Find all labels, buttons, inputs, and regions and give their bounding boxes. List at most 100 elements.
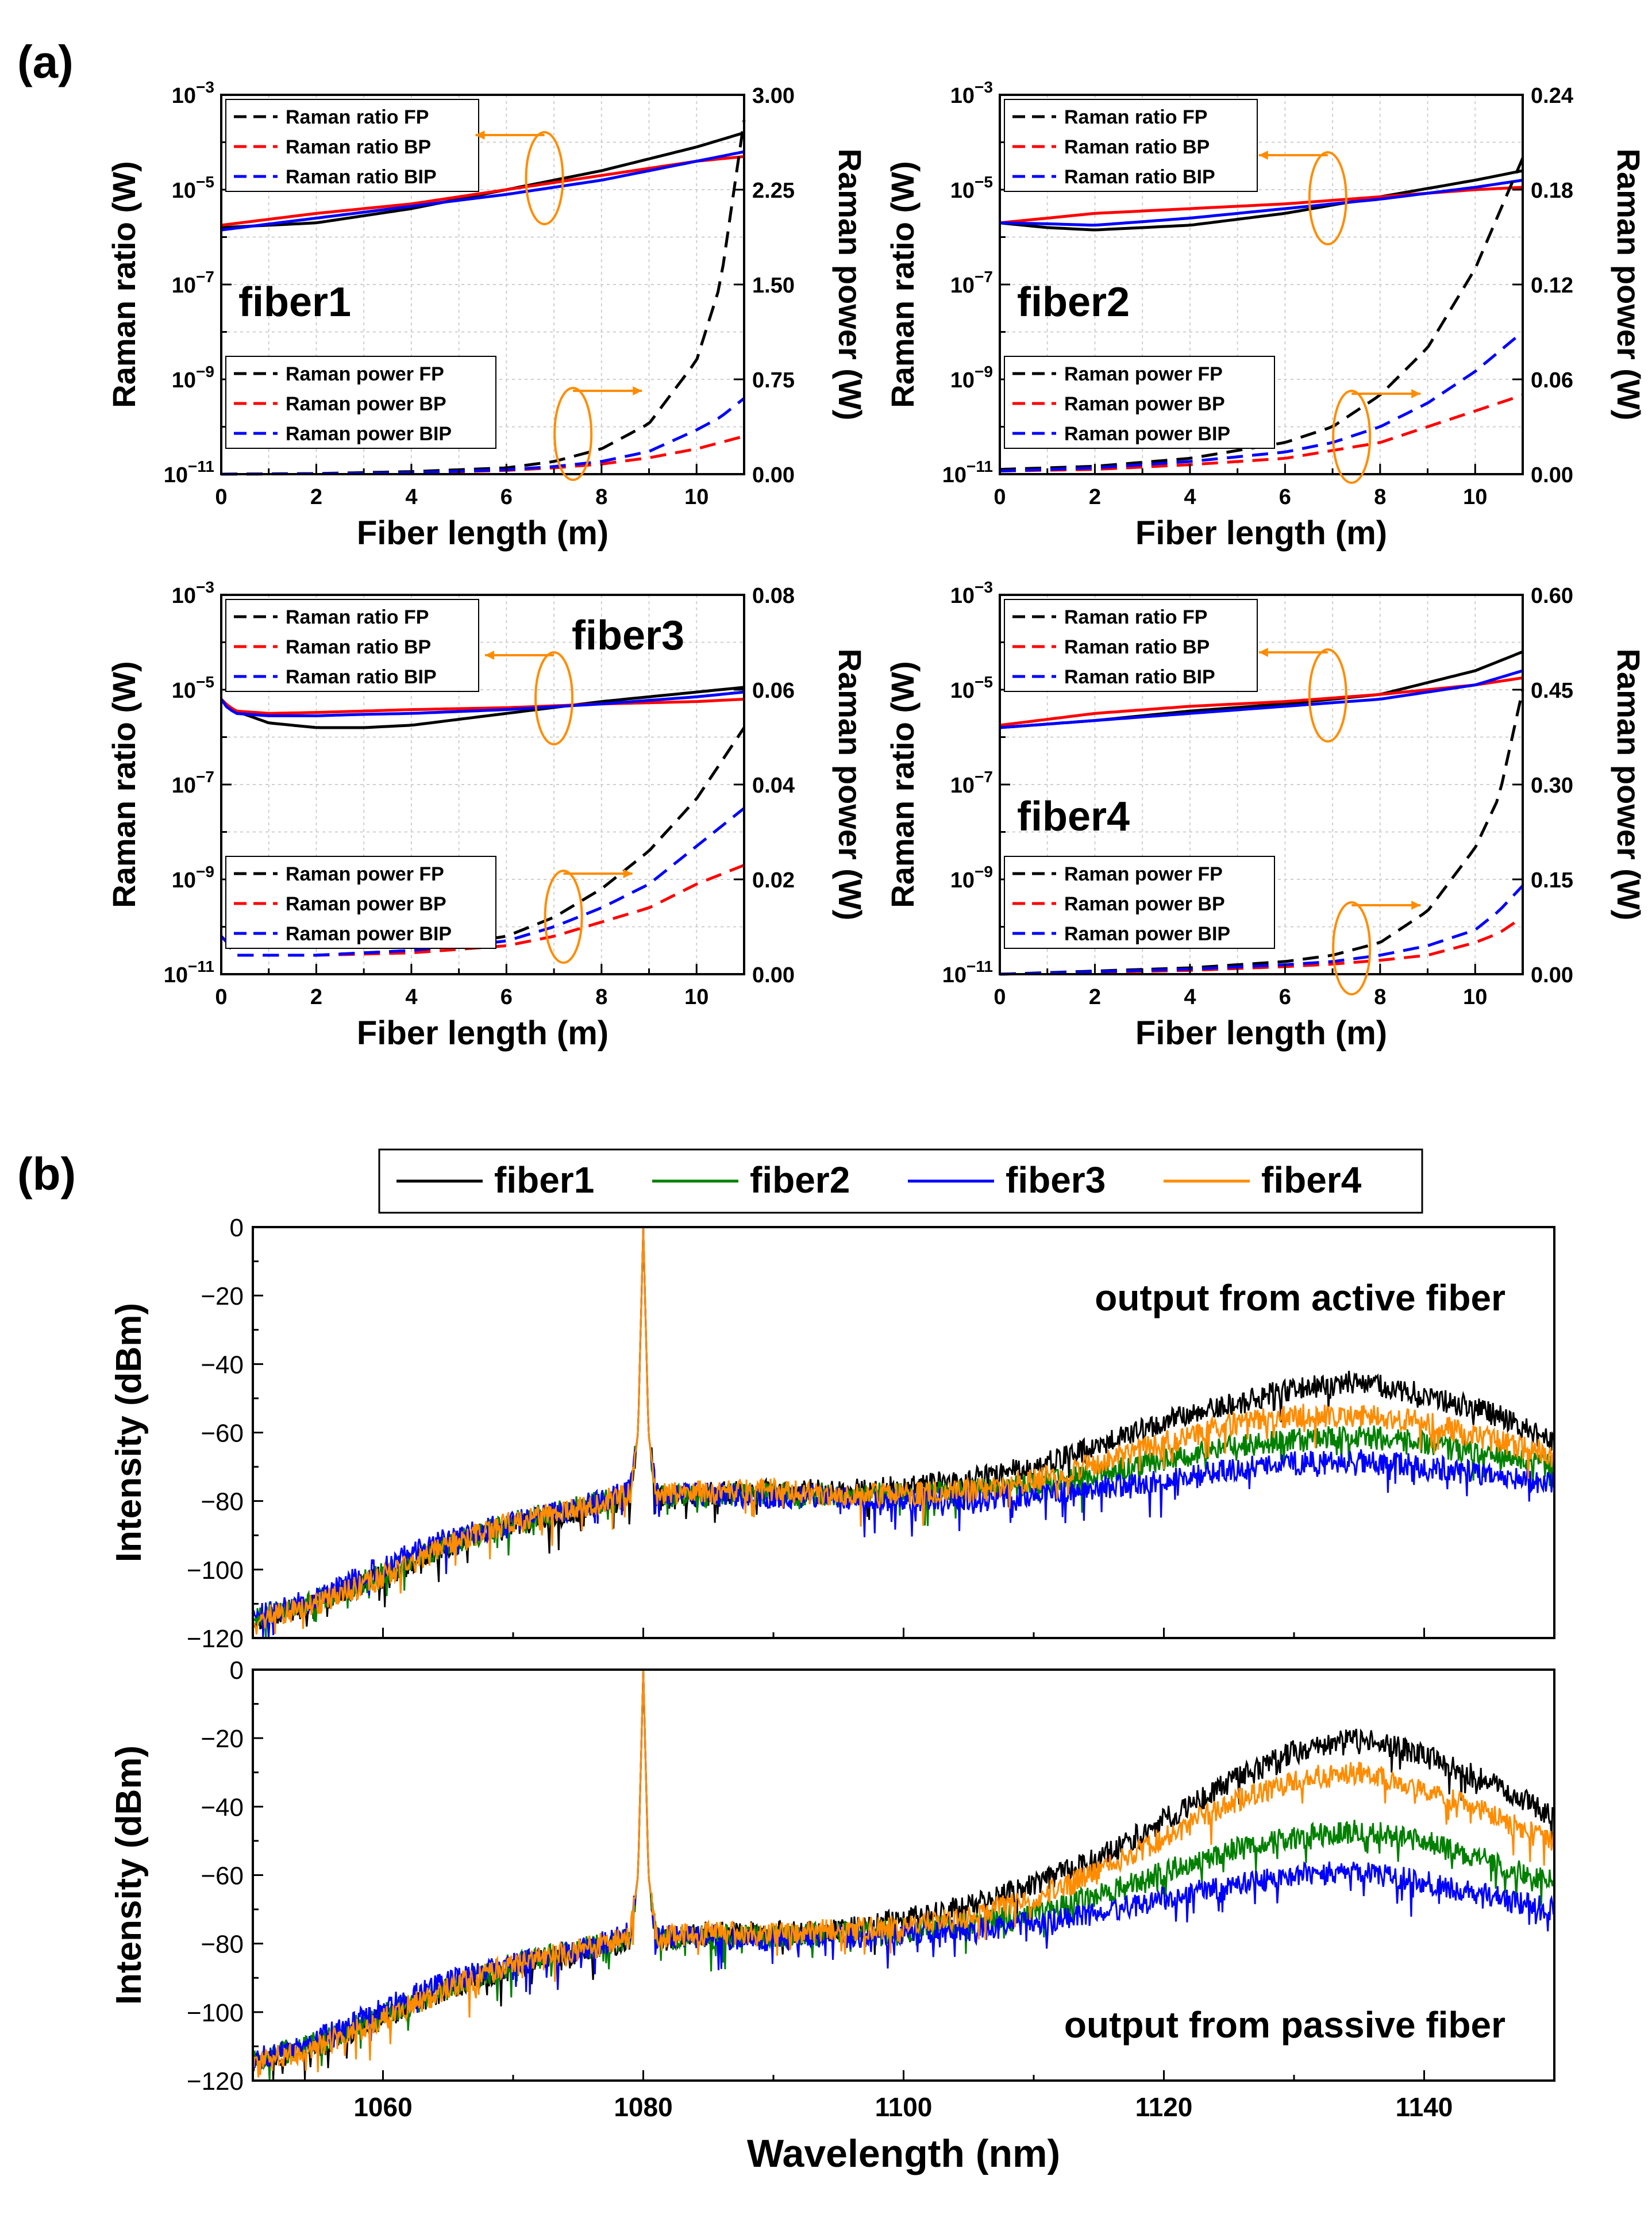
y-right-tick-label: 0.00: [752, 463, 795, 487]
spectra-y-tick-label: 0: [230, 1656, 244, 1685]
annotation-arrowhead: [475, 130, 485, 140]
legend-label: Raman power BIP: [1064, 423, 1230, 445]
legend-box: [225, 356, 496, 449]
legend-label: Raman ratio FP: [1064, 106, 1207, 128]
x-axis-title: Fiber length (m): [357, 1014, 609, 1052]
spectra-y-tick-label: −120: [187, 1625, 244, 1653]
y-right-tick-label: 0.15: [1531, 868, 1573, 893]
annotation-arrowhead: [1258, 151, 1268, 160]
y-right-axis-title: Raman power (W): [832, 149, 868, 421]
x-tick-label: 10: [1463, 485, 1487, 509]
y-right-tick-label: 0.04: [752, 774, 795, 798]
y-left-tick-label: 10−9: [172, 363, 214, 393]
chart-spectra: fiber1 fiber2 fiber3 fiber4 0 −20 −40 −60 −80 −10…: [109, 1148, 1555, 2175]
y-left-tick-label: 10−7: [172, 768, 214, 798]
spectra-legend-label: fiber1: [494, 1159, 594, 1201]
legend-label: Raman ratio BIP: [286, 666, 437, 688]
legend-label: Raman ratio BIP: [286, 166, 437, 188]
spectra-y-tick-label: −20: [201, 1725, 244, 1753]
x-tick-label: 10: [684, 985, 708, 1009]
y-left-tick-label: 10−5: [172, 173, 214, 203]
x-tick-label: 6: [1279, 985, 1291, 1009]
y-right-tick-label: 0.00: [752, 963, 795, 987]
power-line-bip: [999, 885, 1524, 976]
x-tick-label: 6: [500, 485, 513, 509]
x-tick-label: 10: [684, 485, 708, 509]
annotation-ellipse: [553, 387, 593, 481]
ratio-line-bip: [221, 150, 745, 232]
legend-label: Raman ratio BIP: [1064, 666, 1215, 688]
legend-box: [225, 99, 479, 192]
annotation-arrowhead: [1411, 389, 1421, 398]
part-b-label: (b): [17, 1148, 76, 1199]
y-left-tick-label: 10−7: [950, 268, 993, 298]
y-left-axis-title: Raman ratio (W): [106, 161, 142, 407]
y-right-tick-label: 0.24: [1531, 84, 1573, 108]
y-left-tick-label: 10−3: [950, 78, 993, 108]
y-left-tick-label: 10−9: [950, 363, 993, 393]
y-left-tick-label: 10−11: [164, 457, 214, 487]
y-left-tick-label: 10−7: [950, 768, 993, 798]
ratio-line-bip: [999, 669, 1523, 729]
spectra-legend-label: fiber4: [1261, 1159, 1362, 1201]
legend-label: Raman power FP: [286, 363, 444, 385]
spectra-panel-2: 0 −20 −40 −60 −80 −100 −120 Intensity (dBm) outp…: [109, 1656, 1555, 2096]
y-left-tick-label: 10−11: [164, 958, 214, 987]
legend-label: Raman ratio BP: [1064, 136, 1210, 158]
spectra-y-tick-label: −100: [187, 1556, 244, 1585]
spectra-y-axis-title: Intensity (dBm): [109, 1303, 149, 1562]
x-tick-label: 10: [1463, 985, 1487, 1009]
legend-box: [225, 856, 496, 949]
annotation-ellipse: [525, 131, 564, 225]
y-left-axis-title: Raman ratio (W): [106, 661, 142, 908]
ratio-line-fp: [220, 686, 745, 729]
y-left-axis-title: Raman ratio (W): [884, 161, 921, 407]
power-line-bip: [999, 330, 1524, 472]
y-right-tick-label: 0.18: [1531, 179, 1573, 203]
y-right-tick-label: 0.06: [1531, 368, 1573, 393]
y-right-tick-label: 1.50: [752, 274, 795, 298]
legend-box: [1004, 356, 1275, 449]
legend-label: Raman ratio BP: [286, 636, 431, 658]
spectrum-line-fiber4: [252, 1669, 1555, 2078]
annotation-ellipse: [534, 651, 574, 745]
y-left-tick-label: 10−9: [950, 863, 993, 893]
y-left-tick-label: 10−3: [172, 578, 214, 608]
spectra-x-tick-label: 1080: [614, 2092, 672, 2122]
y-right-tick-label: 0.06: [752, 679, 795, 703]
spectra-annotation: output from passive fiber: [1064, 2004, 1505, 2046]
x-tick-label: 6: [1279, 485, 1291, 509]
spectra-y-tick-label: −40: [201, 1793, 244, 1821]
y-right-axis-title: Raman power (W): [832, 649, 868, 921]
y-left-tick-label: 10−11: [942, 958, 993, 987]
annotation-arrowhead: [623, 869, 633, 878]
spectra-y-tick-label: −120: [187, 2067, 244, 2096]
spectra-y-tick-label: −20: [201, 1282, 244, 1310]
annotation-arrowhead: [633, 386, 642, 395]
x-tick-label: 8: [1374, 985, 1386, 1009]
legend-box: [1004, 599, 1258, 692]
x-tick-label: 4: [405, 985, 417, 1009]
legend-label: Raman power BIP: [286, 923, 452, 945]
y-right-axis-title: Raman power (W): [1611, 649, 1647, 921]
y-left-axis-title: Raman ratio (W): [884, 661, 921, 908]
x-tick-label: 8: [595, 985, 607, 1009]
annotation-arrowhead: [485, 651, 495, 660]
x-tick-label: 4: [1184, 985, 1196, 1009]
legend-label: Raman ratio BP: [1064, 636, 1210, 658]
legend-label: Raman power BP: [1064, 893, 1225, 915]
spectra-y-tick-label: −40: [201, 1351, 244, 1379]
ratio-line-bip: [999, 179, 1523, 227]
ratio-line-bp: [999, 676, 1523, 727]
annotation-ellipse: [1308, 648, 1347, 743]
x-tick-label: 2: [310, 985, 322, 1009]
legend-label: Raman ratio BP: [286, 136, 431, 158]
spectra-x-axis-title: Wavelength (nm): [747, 2132, 1060, 2175]
panels: 0 2 4 6 8 10 10−11 10−9 10−7 10−5 10−3 0.00 0.75 1.50…: [106, 78, 1647, 2175]
annotation-arrowhead: [1411, 901, 1421, 910]
spectra-x-tick-label: 1120: [1135, 2092, 1193, 2122]
x-tick-label: 2: [310, 485, 322, 509]
y-right-tick-label: 0.12: [1531, 274, 1573, 298]
legend-label: Raman power BP: [286, 893, 446, 915]
